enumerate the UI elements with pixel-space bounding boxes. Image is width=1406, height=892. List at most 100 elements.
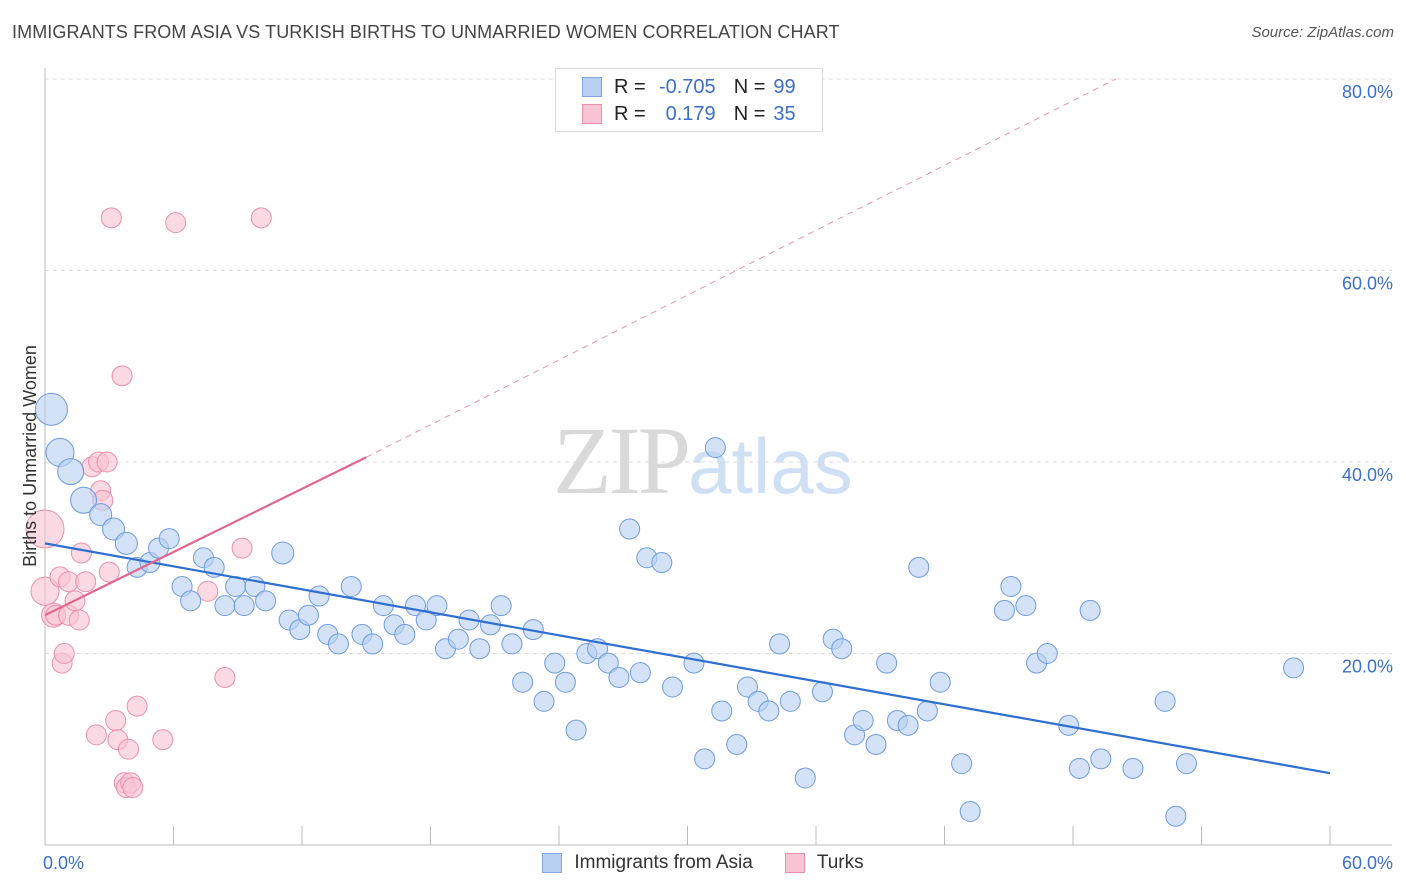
immigrants-asia-point — [651, 552, 673, 574]
immigrants-asia-point — [1122, 757, 1144, 779]
y-tick-label: 40.0% — [1342, 465, 1393, 485]
immigrants-asia-point — [180, 590, 202, 612]
immigrants-asia-point — [34, 392, 68, 426]
immigrants-asia-point — [811, 681, 833, 703]
turks-trend-extension — [366, 78, 1117, 458]
immigrants-asia-point — [831, 638, 853, 660]
series-swatch-turks — [784, 853, 805, 873]
legend-row-turks: R = 0.179 N = 35 — [556, 101, 796, 127]
immigrants-asia-point — [1165, 805, 1187, 827]
legend-swatch-turks — [582, 104, 602, 124]
immigrants-asia-point — [711, 700, 733, 722]
immigrants-asia-point — [597, 652, 619, 674]
turks-point — [70, 542, 92, 564]
immigrants-asia-point — [769, 633, 791, 655]
immigrants-asia-point — [852, 710, 874, 732]
turks-point — [118, 738, 140, 760]
immigrants-asia-point — [565, 719, 587, 741]
immigrants-asia-point — [340, 575, 362, 597]
turks-point — [85, 724, 107, 746]
immigrants-asia-point — [1036, 643, 1058, 664]
immigrants-asia-point — [447, 628, 469, 650]
source-credit: Source: ZipAtlas.com — [1251, 24, 1394, 41]
immigrants-asia-point — [876, 652, 898, 674]
immigrants-asia-point — [694, 748, 716, 770]
immigrants-asia-point — [619, 518, 641, 540]
series-legend: Immigrants from Asia Turks — [0, 852, 1406, 874]
immigrants-asia-point — [1000, 575, 1022, 597]
turks-trend-line — [44, 456, 367, 617]
trend-lines — [44, 78, 1331, 775]
immigrants-asia-point — [362, 633, 384, 655]
turks-point — [197, 580, 219, 602]
legend-swatch-asia — [582, 77, 602, 97]
immigrants-asia-point — [1154, 690, 1176, 712]
y-tick-label: 60.0% — [1342, 274, 1393, 294]
immigrants-asia-point — [897, 714, 919, 736]
turks-point — [68, 609, 90, 631]
turks-point — [231, 537, 253, 559]
immigrants-asia-point — [916, 700, 938, 722]
immigrants-asia-point — [426, 595, 448, 617]
immigrants-asia-point — [929, 671, 951, 693]
series-legend-turks[interactable]: Turks — [784, 852, 864, 874]
immigrants-asia-point — [959, 800, 981, 822]
immigrants-asia-point — [57, 458, 85, 486]
turks-point — [122, 777, 144, 799]
immigrants-asia-point — [394, 623, 416, 645]
turks-point — [96, 451, 118, 473]
immigrants-asia-point — [255, 590, 277, 612]
immigrants-asia-point — [1068, 757, 1090, 779]
zipatlas-watermark: ZIPatlas — [553, 405, 853, 516]
axes — [44, 68, 1392, 846]
turks-point — [152, 729, 174, 751]
watermark-atlas: atlas — [688, 422, 853, 510]
immigrants-asia-point — [908, 556, 930, 578]
immigrants-asia-points — [34, 392, 1305, 827]
turks-point — [30, 576, 60, 606]
immigrants-asia-point — [726, 733, 748, 755]
immigrants-asia-point — [297, 604, 319, 626]
immigrants-asia-point — [629, 662, 651, 684]
legend-r-label: R = — [614, 75, 646, 98]
turks-point — [250, 207, 272, 229]
x-tick-label: 60.0% — [1342, 853, 1393, 873]
immigrants-asia-point — [327, 633, 349, 655]
immigrants-asia-point — [114, 531, 138, 555]
legend-n-label: N = — [733, 75, 766, 98]
immigrants-asia-point — [1090, 748, 1112, 770]
immigrants-asia-point — [512, 671, 534, 693]
immigrants-asia-point — [758, 700, 780, 722]
legend-r-label: R = — [614, 102, 646, 125]
turks-point — [126, 695, 148, 717]
immigrants-asia-point — [214, 595, 236, 617]
immigrants-asia-point — [490, 595, 512, 617]
x-tick-label: 0.0% — [43, 853, 84, 873]
legend-r-value: -0.705 — [658, 75, 716, 98]
immigrants-asia-point — [469, 638, 491, 660]
turks-point — [105, 710, 127, 732]
legend-r-value: 0.179 — [665, 102, 716, 125]
y-axis-title: Births to Unmarried Women — [20, 345, 40, 567]
immigrants-asia-point — [779, 690, 801, 712]
immigrants-asia-point — [993, 599, 1015, 621]
immigrants-asia-point — [89, 503, 113, 527]
immigrants-asia-point — [662, 676, 684, 698]
immigrants-asia-point — [554, 671, 576, 693]
immigrants-asia-point — [1079, 599, 1101, 621]
legend-n-value: 99 — [773, 75, 796, 98]
series-label-asia: Immigrants from Asia — [574, 852, 753, 873]
immigrants-asia-point — [865, 733, 887, 755]
immigrants-asia-point — [1283, 657, 1305, 679]
immigrants-asia-point — [233, 595, 255, 617]
immigrants-asia-point — [308, 585, 330, 607]
chart-title: IMMIGRANTS FROM ASIA VS TURKISH BIRTHS T… — [12, 22, 840, 42]
series-legend-asia[interactable]: Immigrants from Asia — [542, 852, 753, 874]
tick-labels: 20.0% 40.0% 60.0% 80.0% 0.0% 60.0% — [43, 82, 1393, 873]
correlation-legend: R = -0.705 N = 99 R = 0.179 N = 35 — [555, 68, 823, 132]
immigrants-asia-point — [608, 666, 630, 688]
turks-point — [75, 571, 97, 593]
series-label-turks: Turks — [816, 852, 864, 873]
turks-point — [214, 666, 236, 688]
